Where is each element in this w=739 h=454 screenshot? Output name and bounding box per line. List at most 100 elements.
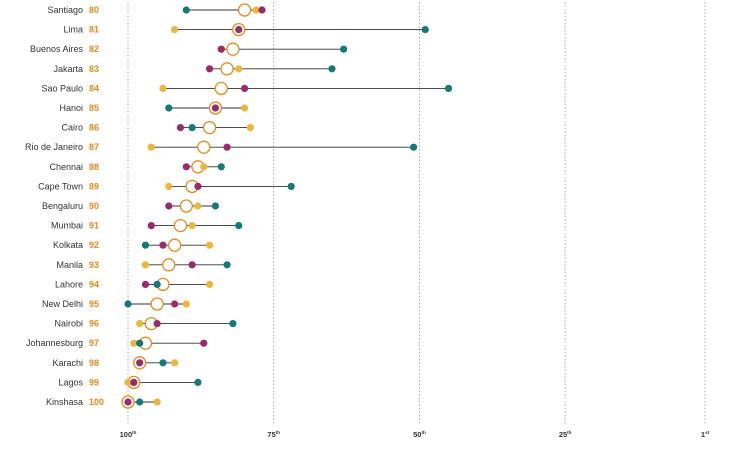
teal-dot [409,143,418,151]
rank-label: 90 [89,201,99,211]
teal-dot [235,222,243,230]
purple-dot [165,202,173,210]
yellow-dot [205,241,214,249]
purple-dot [171,300,179,308]
purple-dot [153,320,161,328]
rank-label: 94 [89,279,99,289]
city-label: Hanoi [59,103,83,113]
city-label: Chennai [49,162,83,172]
row-new-delhi: New Delhi 95 [42,297,190,311]
teal-dot [159,359,167,367]
city-label: Santiago [47,5,83,15]
tick-label-25: 25th [559,430,572,439]
yellow-dot [194,202,202,210]
overall-marker [220,62,234,76]
rank-label: 92 [89,240,99,250]
city-label: Lima [63,25,83,35]
rank-label: 85 [89,103,99,113]
gridlines [127,2,706,425]
city-label: Manila [56,260,83,270]
row-cape-town: Cape Town 89 [38,179,295,194]
teal-dot [136,398,144,406]
rank-label: 87 [89,142,99,152]
rank-label: 88 [89,162,99,172]
teal-dot [217,163,225,171]
overall-marker [167,238,182,252]
purple-dot [130,378,138,386]
teal-dot [223,261,231,269]
yellow-dot [124,378,132,386]
overall-marker [214,81,228,96]
city-label: Cape Town [38,181,83,191]
city-label: Buenos Aires [30,44,84,54]
teal-dot [188,124,196,132]
overall-marker [162,258,176,272]
chart-rows: Santiago 80 Lima 81 Buenos Aires 82 Jakarta 83 S… [25,3,453,409]
teal-dot [194,378,202,386]
city-label: Jakarta [53,64,83,74]
purple-dot [182,163,190,171]
row-kinshasa: Kinshasa 100 [46,395,161,409]
yellow-dot [235,65,243,73]
row-buenos-aires: Buenos Aires 82 [30,42,348,56]
purple-dot [240,84,249,92]
row-rio-de-janeiro: Rio de Janeiro 87 [25,140,418,154]
purple-dot [235,26,243,34]
row-kolkata: Kolkata 92 [53,238,214,252]
teal-dot [141,241,150,249]
row-cairo: Cairo 86 [61,120,254,135]
yellow-dot [136,320,144,328]
purple-dot [200,339,208,347]
teal-dot [153,280,161,288]
yellow-dot [147,143,155,151]
purple-dot [141,280,150,288]
yellow-dot [182,300,190,308]
city-label: Lagos [58,377,83,387]
row-lagos: Lagos 99 [58,375,202,390]
city-label: Kolkata [53,240,83,250]
teal-dot [229,320,237,328]
row-johannesburg: Johannesburg 97 [26,336,208,350]
city-label: Mumbai [51,221,83,231]
city-label: Bengaluru [42,201,83,211]
tick-label-1: 1st [701,430,710,439]
rank-label: 89 [89,181,99,191]
rank-label: 86 [89,123,99,133]
teal-dot [421,26,429,34]
city-label: Sao Paulo [41,83,83,93]
purple-dot [176,124,185,132]
rank-label: 81 [89,25,99,35]
purple-dot [136,359,144,367]
row-karachi: Karachi 98 [52,356,179,370]
yellow-dot [141,261,150,269]
rank-label: 96 [89,319,99,329]
row-santiago: Santiago 80 [47,3,266,17]
purple-dot [147,222,155,230]
teal-dot [328,65,336,73]
purple-dot [205,65,214,73]
city-label: Cairo [61,123,83,133]
teal-dot [211,202,220,210]
tick-label-75: 75th [267,430,280,439]
purple-dot [194,182,202,190]
row-hanoi: Hanoi 85 [59,101,249,115]
yellow-dot [165,182,173,190]
row-manila: Manila 93 [56,258,231,272]
rank-label: 91 [89,221,99,231]
purple-dot [211,104,220,112]
rank-label: 93 [89,260,99,270]
yellow-dot [188,222,196,230]
row-mumbai: Mumbai 91 [51,218,243,233]
row-sao-paulo: Sao Paulo 84 [41,81,453,96]
city-label: Nairobi [54,319,83,329]
teal-dot [340,45,348,53]
purple-dot [124,398,132,406]
teal-dot [444,84,453,92]
rank-label: 97 [89,338,99,348]
rank-label: 83 [89,64,99,74]
yellow-dot [171,26,179,34]
yellow-dot [205,280,214,288]
x-axis: 100th 75th 50th 25th 1st [120,430,710,439]
city-label: Johannesburg [26,338,83,348]
rank-label: 100 [89,397,104,407]
